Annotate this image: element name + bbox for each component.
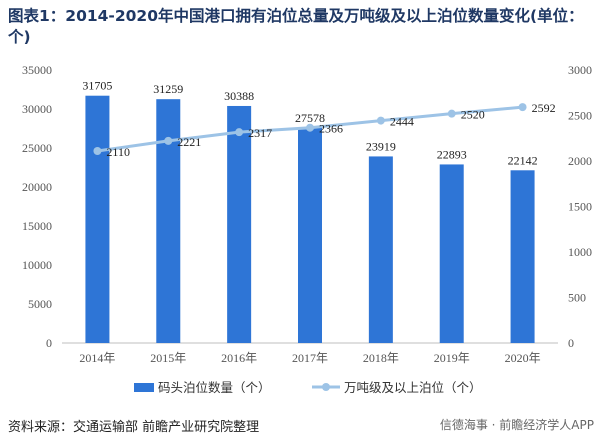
left-axis-tick: 0 bbox=[46, 336, 52, 350]
line-point bbox=[306, 123, 314, 132]
right-axis-ticks: 0 500 1000 1500 2000 2500 3000 bbox=[568, 63, 592, 350]
bar bbox=[298, 127, 322, 343]
left-axis-tick: 35000 bbox=[22, 63, 52, 77]
left-axis-tick: 30000 bbox=[22, 102, 52, 116]
line-labels: 2110 2221 2317 2366 2444 2520 2592 bbox=[106, 101, 555, 159]
line-point bbox=[93, 146, 102, 155]
left-axis-tick: 25000 bbox=[22, 141, 52, 155]
bar-value-label: 31259 bbox=[153, 82, 183, 96]
bar bbox=[439, 164, 464, 343]
legend: 码头泊位数量（个） 万吨级及以上泊位（个） bbox=[134, 380, 482, 395]
left-axis-tick: 15000 bbox=[22, 219, 52, 233]
x-axis-ticks: 2014年 2015年 2016年 2017年 2018年 2019年 2020年 bbox=[79, 351, 540, 365]
left-axis-tick: 5000 bbox=[28, 297, 52, 311]
x-axis-tick: 2017年 bbox=[292, 351, 328, 365]
legend-bar-label: 码头泊位数量（个） bbox=[158, 380, 271, 395]
bar-value-label: 22893 bbox=[437, 147, 467, 161]
bar-labels: 31705 31259 30388 27578 23919 22893 22142 bbox=[82, 79, 537, 168]
line-point bbox=[235, 128, 244, 137]
bar bbox=[368, 156, 393, 343]
bar-value-label: 23919 bbox=[366, 139, 396, 153]
right-axis-tick: 1500 bbox=[568, 200, 592, 214]
legend-bar-swatch bbox=[134, 383, 154, 392]
bar-value-label: 27578 bbox=[295, 111, 325, 125]
bar bbox=[85, 95, 110, 344]
line-value-label: 2366 bbox=[319, 122, 343, 136]
legend-line-marker bbox=[322, 383, 330, 391]
left-axis-ticks: 0 5000 10000 15000 20000 25000 30000 35000 bbox=[22, 63, 52, 350]
bar-value-label: 30388 bbox=[224, 89, 254, 103]
left-axis-tick: 10000 bbox=[22, 258, 52, 272]
right-axis-tick: 500 bbox=[568, 291, 586, 305]
bar-value-label: 31705 bbox=[82, 79, 112, 93]
line-value-label: 2221 bbox=[177, 135, 201, 149]
chart-title: 图表1：2014-2020年中国港口拥有泊位总量及万吨级及以上泊位数量变化(单位… bbox=[8, 7, 584, 46]
right-axis-tick: 2500 bbox=[568, 109, 592, 123]
x-axis-tick: 2019年 bbox=[434, 351, 470, 365]
line-value-label: 2110 bbox=[106, 145, 130, 159]
source-note: 资料来源：交通运输部 前瞻产业研究院整理 bbox=[8, 420, 260, 435]
line-point bbox=[376, 116, 385, 125]
right-axis-tick: 0 bbox=[568, 336, 574, 350]
x-axis-tick: 2014年 bbox=[79, 351, 115, 365]
line-value-label: 2317 bbox=[248, 126, 272, 140]
x-axis-tick: 2016年 bbox=[221, 351, 257, 365]
line-point bbox=[164, 136, 173, 145]
x-axis-tick: 2020年 bbox=[505, 351, 541, 365]
right-axis-tick: 2000 bbox=[568, 154, 592, 168]
watermark: 信德海事 · 前瞻经济学人APP bbox=[439, 418, 594, 432]
bar bbox=[510, 170, 535, 343]
left-axis-tick: 20000 bbox=[22, 180, 52, 194]
bar bbox=[227, 105, 252, 343]
legend-line-label: 万吨级及以上泊位（个） bbox=[344, 380, 482, 395]
line-point bbox=[447, 109, 456, 118]
line-value-label: 2592 bbox=[532, 101, 556, 115]
bar-value-label: 22142 bbox=[508, 153, 538, 167]
bars bbox=[85, 95, 535, 344]
line-series bbox=[93, 103, 527, 155]
line-value-label: 2444 bbox=[390, 115, 414, 129]
line-point bbox=[518, 103, 527, 112]
x-axis-tick: 2018年 bbox=[363, 351, 399, 365]
right-axis-tick: 1000 bbox=[568, 245, 592, 259]
right-axis-tick: 3000 bbox=[568, 63, 592, 77]
line-value-label: 2520 bbox=[461, 108, 485, 122]
x-axis-tick: 2015年 bbox=[150, 351, 186, 365]
